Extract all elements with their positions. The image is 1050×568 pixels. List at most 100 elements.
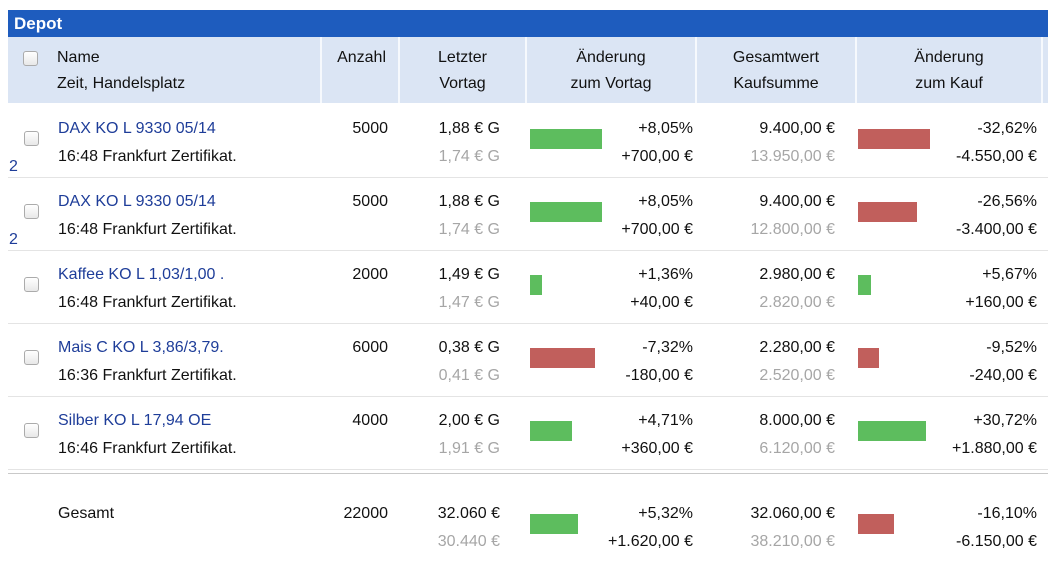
anzahl-cell: 4000 xyxy=(352,412,388,429)
change-kauf-pct: -26,56% xyxy=(977,193,1037,210)
total-anzahl-cell: 22000 xyxy=(343,505,389,522)
change-vortag-cell: +8,05% +700,00 € xyxy=(527,115,697,177)
letzter-value: 1,49 € G xyxy=(438,266,500,283)
change-vortag-amt: -180,00 € xyxy=(625,367,693,384)
change-kauf-bar xyxy=(858,421,926,441)
gesamtwert-cell: 8.000,00 € 6.120,00 € xyxy=(697,407,857,469)
row-checkbox[interactable] xyxy=(24,204,39,219)
change-vortag-cell: +8,05% +700,00 € xyxy=(527,188,697,250)
gesamtwert-cell: 9.400,00 € 12.800,00 € xyxy=(697,188,857,250)
time-place: 16:48 Frankfurt Zertifikat. xyxy=(58,294,237,311)
change-kauf-amt: -4.550,00 € xyxy=(956,148,1037,165)
letzter-cell: 1,88 € G 1,74 € G xyxy=(400,115,527,177)
time-place: 16:46 Frankfurt Zertifikat. xyxy=(58,440,237,457)
total-label-cell: Gesamt xyxy=(8,500,322,563)
table-row: 2 DAX KO L 9330 05/14 16:48 Frankfurt Ze… xyxy=(8,105,1048,178)
header-name-cell: Name Zeit, Handelsplatz xyxy=(8,37,322,103)
anzahl-cell: 5000 xyxy=(352,120,388,137)
anzahl-cell: 5000 xyxy=(352,193,388,210)
row-checkbox[interactable] xyxy=(24,423,39,438)
letzter-cell: 1,88 € G 1,74 € G xyxy=(400,188,527,250)
name-cell: Kaffee KO L 1,03/1,00 . 16:48 Frankfurt … xyxy=(8,261,322,323)
total-letzter-cell: 32.060 € 30.440 € xyxy=(437,505,500,550)
change-kauf-pct: -32,62% xyxy=(977,120,1037,137)
gesamtwert-cell: 9.400,00 € 13.950,00 € xyxy=(697,115,857,177)
change-vortag-pct: +8,05% xyxy=(638,193,693,210)
header-aenderung-vortag: Änderung zum Vortag xyxy=(527,37,697,103)
table-row: Kaffee KO L 1,03/1,00 . 16:48 Frankfurt … xyxy=(8,251,1048,324)
change-kauf-cell: -9,52% -240,00 € xyxy=(857,334,1043,396)
select-all-checkbox[interactable] xyxy=(23,51,38,66)
change-kauf-bar xyxy=(858,202,917,222)
letzter-value: 1,88 € G xyxy=(438,193,500,210)
time-place: 16:48 Frankfurt Zertifikat. xyxy=(58,148,237,165)
time-place: 16:36 Frankfurt Zertifikat. xyxy=(58,367,237,384)
gesamtwert-value: 8.000,00 € xyxy=(759,412,835,429)
anzahl-cell: 2000 xyxy=(352,266,388,283)
header-name-label: Name Zeit, Handelsplatz xyxy=(57,49,186,92)
positions-list: 2 DAX KO L 9330 05/14 16:48 Frankfurt Ze… xyxy=(8,105,1048,470)
table-end-divider xyxy=(8,473,1048,474)
change-vortag-bar xyxy=(530,348,595,368)
change-kauf-amt: +160,00 € xyxy=(965,294,1037,311)
instrument-link[interactable]: Kaffee KO L 1,03/1,00 . xyxy=(58,266,225,283)
change-vortag-cell: -7,32% -180,00 € xyxy=(527,334,697,396)
panel-title: Depot xyxy=(8,10,1048,37)
name-cell: 2 DAX KO L 9330 05/14 16:48 Frankfurt Ze… xyxy=(8,115,322,177)
position-count: 2 xyxy=(9,231,18,248)
instrument-link[interactable]: Silber KO L 17,94 OE xyxy=(58,412,212,429)
change-kauf-cell: -26,56% -3.400,00 € xyxy=(857,188,1043,250)
gesamtwert-cell: 2.980,00 € 2.820,00 € xyxy=(697,261,857,323)
row-checkbox[interactable] xyxy=(24,277,39,292)
change-kauf-amt: -3.400,00 € xyxy=(956,221,1037,238)
change-kauf-pct: +30,72% xyxy=(973,412,1037,429)
table-row: Mais C KO L 3,86/3,79. 16:36 Frankfurt Z… xyxy=(8,324,1048,397)
kaufsumme-value: 13.950,00 € xyxy=(750,148,835,165)
change-vortag-cell: +4,71% +360,00 € xyxy=(527,407,697,469)
vortag-value: 1,74 € G xyxy=(438,221,500,238)
letzter-value: 2,00 € G xyxy=(438,412,500,429)
change-kauf-cell: +5,67% +160,00 € xyxy=(857,261,1043,323)
instrument-link[interactable]: DAX KO L 9330 05/14 xyxy=(58,120,216,137)
kaufsumme-value: 12.800,00 € xyxy=(750,221,835,238)
table-row: Silber KO L 17,94 OE 16:46 Frankfurt Zer… xyxy=(8,397,1048,470)
anzahl-cell: 6000 xyxy=(352,339,388,356)
header-aenderung-kauf: Änderung zum Kauf xyxy=(857,37,1043,103)
gesamtwert-value: 2.280,00 € xyxy=(759,339,835,356)
change-vortag-bar xyxy=(530,421,572,441)
table-header: Name Zeit, Handelsplatz Anzahl Letzter V… xyxy=(8,37,1048,103)
header-anzahl: Anzahl xyxy=(322,37,400,103)
letzter-cell: 2,00 € G 1,91 € G xyxy=(400,407,527,469)
change-kauf-cell: -32,62% -4.550,00 € xyxy=(857,115,1043,177)
gesamtwert-value: 9.400,00 € xyxy=(759,120,835,137)
vortag-value: 1,74 € G xyxy=(438,148,500,165)
letzter-value: 1,88 € G xyxy=(438,120,500,137)
change-kauf-bar xyxy=(858,129,930,149)
time-place: 16:48 Frankfurt Zertifikat. xyxy=(58,221,237,238)
change-kauf-bar xyxy=(858,275,871,295)
instrument-link[interactable]: Mais C KO L 3,86/3,79. xyxy=(58,339,224,356)
total-gesamtwert-cell: 32.060,00 € 38.210,00 € xyxy=(750,505,835,550)
change-vortag-pct: +1,36% xyxy=(638,266,693,283)
instrument-link[interactable]: DAX KO L 9330 05/14 xyxy=(58,193,216,210)
change-kauf-amt: -240,00 € xyxy=(969,367,1037,384)
row-checkbox[interactable] xyxy=(24,350,39,365)
name-cell: Silber KO L 17,94 OE 16:46 Frankfurt Zer… xyxy=(8,407,322,469)
total-label: Gesamt xyxy=(58,505,115,522)
change-kauf-pct: +5,67% xyxy=(982,266,1037,283)
change-vortag-bar xyxy=(530,129,602,149)
header-filler xyxy=(1043,37,1048,103)
vortag-value: 1,91 € G xyxy=(438,440,500,457)
header-gesamtwert: Gesamtwert Kaufsumme xyxy=(697,37,857,103)
total-change-kauf-bar xyxy=(858,514,894,534)
gesamtwert-value: 9.400,00 € xyxy=(759,193,835,210)
kaufsumme-value: 2.520,00 € xyxy=(759,367,835,384)
change-vortag-amt: +700,00 € xyxy=(621,221,693,238)
total-change-vortag-cell: +5,32% +1.620,00 € xyxy=(527,500,697,563)
kaufsumme-value: 6.120,00 € xyxy=(759,440,835,457)
change-vortag-amt: +40,00 € xyxy=(630,294,693,311)
change-vortag-pct: +4,71% xyxy=(638,412,693,429)
change-kauf-bar xyxy=(858,348,879,368)
row-checkbox[interactable] xyxy=(24,131,39,146)
change-vortag-amt: +360,00 € xyxy=(621,440,693,457)
